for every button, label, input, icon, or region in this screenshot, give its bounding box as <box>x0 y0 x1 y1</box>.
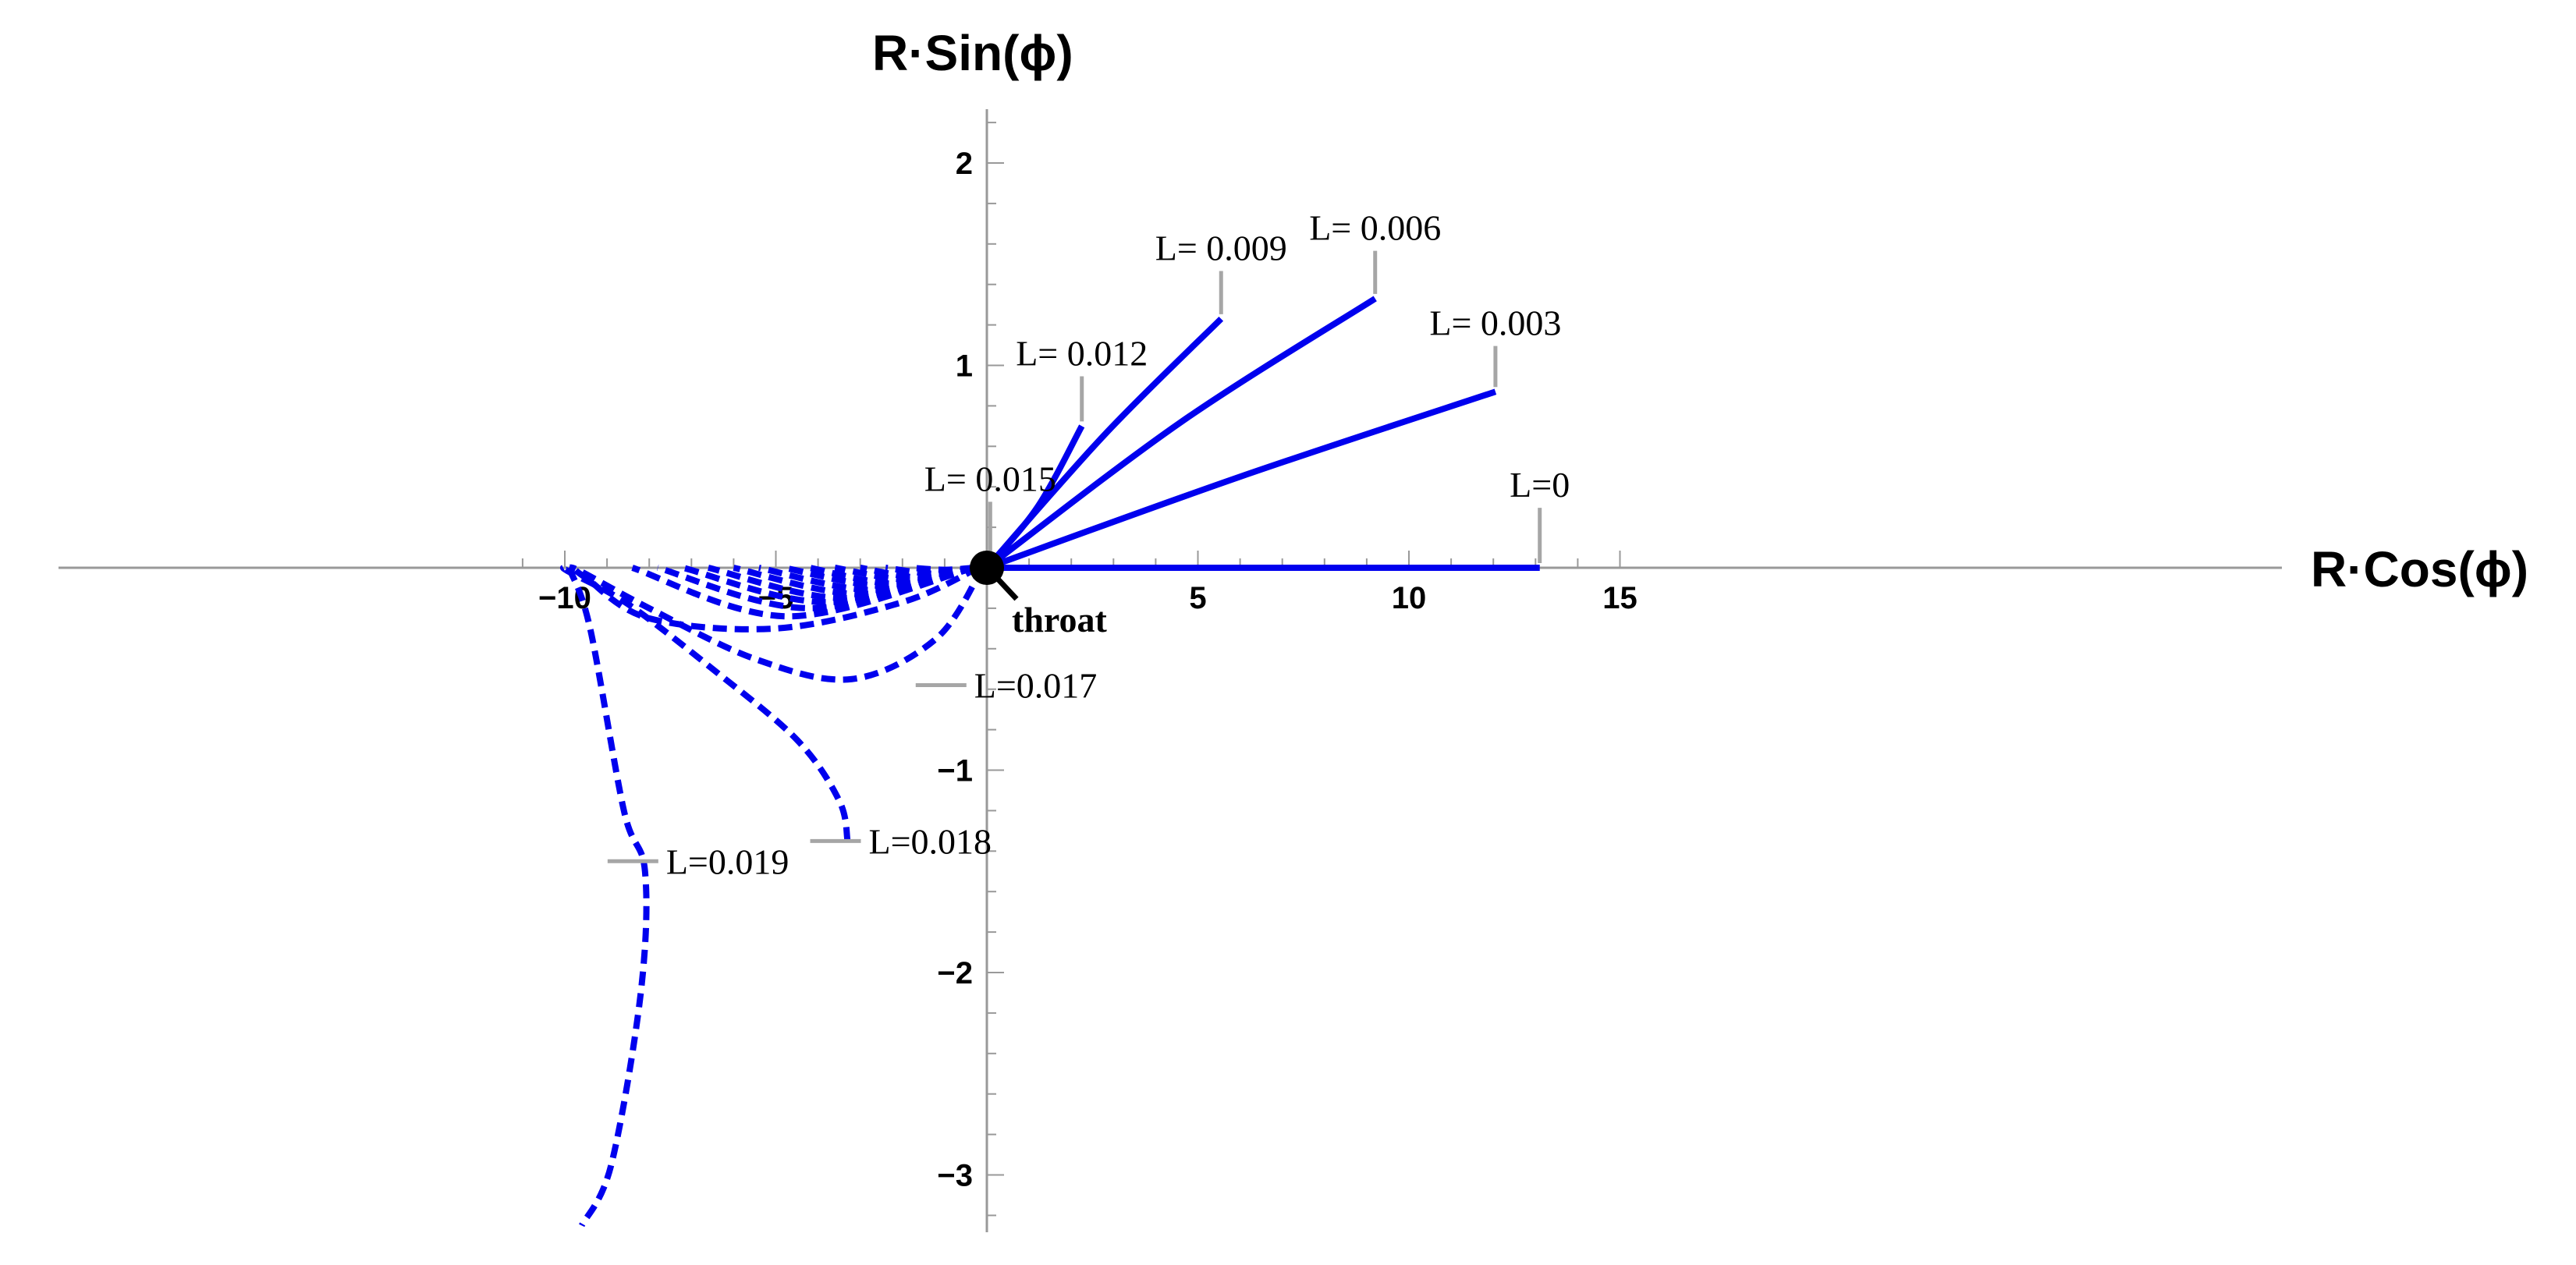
curve-label: L= 0.012 <box>1016 334 1148 374</box>
y-tick-label: −1 <box>937 754 973 788</box>
throat-leader <box>992 573 1019 601</box>
x-tick-label: 10 <box>1392 581 1427 615</box>
x-tick-label: 15 <box>1602 581 1637 615</box>
curve-label: L=0.018 <box>869 821 992 861</box>
y-tick-label: −3 <box>937 1159 973 1193</box>
y-tick-label: 1 <box>956 349 973 384</box>
curve-label: L= 0.003 <box>1429 303 1561 343</box>
curve-label: L= 0.006 <box>1309 208 1441 248</box>
curve-label: L=0.017 <box>974 666 1098 706</box>
curve-label: L=0.019 <box>666 842 789 881</box>
series-line <box>566 566 650 1228</box>
x-tick-label: 5 <box>1189 581 1206 615</box>
curve-label: L= 0.015 <box>924 459 1056 498</box>
series-line <box>656 565 975 611</box>
series-line <box>631 565 975 620</box>
curve-label: L=0 <box>1510 465 1570 505</box>
series-line <box>984 424 1085 570</box>
curve-labels: L=0 L= 0.003 L= 0.006 L= 0.009 L= 0.012 L= 0.… <box>607 208 1570 881</box>
series-line <box>985 296 1377 571</box>
curve-label: L= 0.009 <box>1155 229 1287 268</box>
series-line <box>568 564 985 683</box>
y-axis-title: R·Sin(ϕ) <box>872 25 1073 81</box>
curves <box>559 296 1540 1228</box>
x-axis-title: R·Cos(ϕ) <box>2311 541 2528 597</box>
series-line <box>985 388 1497 571</box>
y-tick-label: 2 <box>956 147 973 181</box>
throat-label: throat <box>1012 600 1107 640</box>
y-tick-label: −2 <box>937 956 973 990</box>
